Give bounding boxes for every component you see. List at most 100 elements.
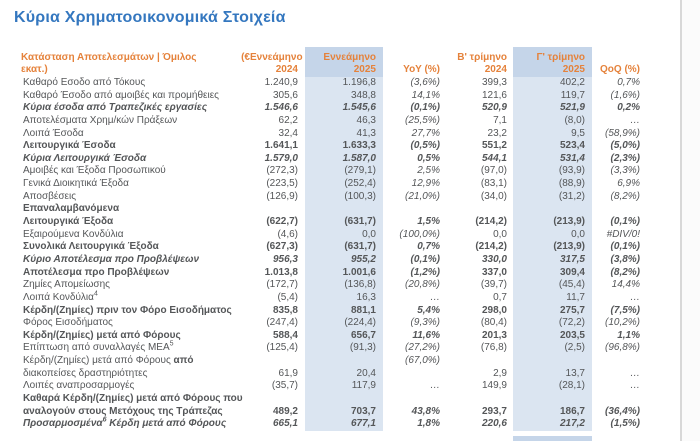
cell-9m-2024: 305,6 <box>272 89 298 101</box>
column-header-q3-2025: Γ' τρίμηνο 2025 <box>536 51 586 76</box>
cell-yoy: (1,2%) <box>410 266 440 278</box>
cell-9m-2025: 703,7 <box>350 405 376 417</box>
cell-q2-2024: 298,0 <box>481 304 507 316</box>
cell-9m-2025: 20,4 <box>356 367 376 379</box>
cell-q2-2024: (83,1) <box>480 178 507 190</box>
cell-qoq: #DIV/0! <box>606 228 640 240</box>
cell-q2-2024: 121,6 <box>481 89 507 101</box>
cell-9m-2025: 1.633,3 <box>342 140 376 152</box>
cell-q2-2024: (80,4) <box>480 317 507 329</box>
cell-9m-2024: 1.546,6 <box>264 102 298 114</box>
table-row: Κέρδη/(Ζημίες) πριν τον Φόρο Εισοδήματος… <box>0 305 660 318</box>
table-row: Αμοιβές και Έξοδα Προσωπικού (272,3) (27… <box>0 165 660 178</box>
footnote-superscript: 6 <box>102 417 107 424</box>
cell-q3-2025: 531,4 <box>559 152 585 164</box>
cell-yoy: (3,6%) <box>410 76 440 88</box>
cell-9m-2025: (631,7) <box>344 216 376 228</box>
cell-q2-2024: 201,3 <box>481 329 507 341</box>
header-currency-unit: εκατ.) <box>21 64 48 76</box>
cell-q2-2024: 2,9 <box>493 367 507 379</box>
cell-9m-2025: 348,8 <box>350 89 376 101</box>
table-row: Κύριο Αποτέλεσμα προ Προβλέψεων 956,3 95… <box>0 254 660 267</box>
cell-q2-2024: 544,1 <box>481 152 507 164</box>
cell-yoy: 0,5% <box>417 152 440 164</box>
cell-9m-2025: 0,0 <box>362 228 376 240</box>
row-label: Κύρια Λειτουργικά Έσοδα <box>23 152 147 164</box>
cell-yoy: 27,7% <box>411 127 440 139</box>
header-statement-label: Κατάσταση Αποτελεσμάτων | Όμιλος <box>21 51 197 63</box>
table-rows: Καθαρό Εσοδο από Τόκους 1.240,9 1.196,8 … <box>0 77 660 431</box>
cell-yoy: 14,1% <box>411 89 440 101</box>
header-currency-unit-open: (€ <box>241 51 250 63</box>
cell-9m-2025: (136,8) <box>344 279 376 291</box>
cell-9m-2024: (247,4) <box>266 317 298 329</box>
financial-table: Κατάσταση Αποτελεσμάτων | Όμιλος (€ εκατ… <box>0 44 660 431</box>
cell-9m-2025: (631,7) <box>344 241 376 253</box>
cell-q2-2024: 551,2 <box>481 140 507 152</box>
cell-qoq: (5,0%) <box>610 140 640 152</box>
table-row: Λειτουργικά Έσοδα 1.641,1 1.633,3 (0,5%)… <box>0 140 660 153</box>
cell-yoy: (100,0%) <box>399 228 440 240</box>
cell-qoq: 14,4% <box>611 279 640 291</box>
table-row: Αποτελέσματα Χρημ/κών Πράξεων 62,2 46,3 … <box>0 115 660 128</box>
cell-q2-2024: 520,9 <box>481 102 507 114</box>
row-label: Προσαρμοσμένα6 Κέρδη μετά από Φόρους <box>23 417 227 430</box>
cell-9m-2024: (172,7) <box>266 279 298 291</box>
cell-q3-2025: (45,4) <box>558 279 585 291</box>
cell-q3-2025: (28,1) <box>558 380 585 392</box>
page-edge-divider <box>680 0 682 441</box>
page-title: Κύρια Χρηματοοικονομικά Στοιχεία <box>14 9 286 26</box>
cell-qoq: (36,4%) <box>604 405 640 417</box>
cell-qoq: (3,8%) <box>610 253 640 265</box>
cell-9m-2024: (223,5) <box>266 178 298 190</box>
cell-q3-2025: 217,2 <box>559 418 585 430</box>
table-row: Κύρια έσοδα από Τραπεζικές εργασίες 1.54… <box>0 102 660 115</box>
cell-9m-2024: (35,7) <box>271 380 298 392</box>
highlight-band-9m-2025 <box>305 47 383 431</box>
table-row: Καθαρό Εσοδο από Τόκους 1.240,9 1.196,8 … <box>0 77 660 90</box>
table-row: Γενικά Διοικητικά Έξοδα (223,5) (252,4) … <box>0 178 660 191</box>
page-right-margin <box>682 0 700 441</box>
cell-q2-2024: 399,3 <box>481 76 507 88</box>
highlight-band-q3-2025 <box>513 47 592 431</box>
cell-yoy: 0,7% <box>417 241 440 253</box>
row-label: Κέρδη/(Ζημίες) πριν τον Φόρο Εισοδήματος <box>23 304 232 316</box>
table-row: Αποτέλεσμα προ Προβλέψεων 1.013,8 1.001,… <box>0 267 660 280</box>
table-row: Κύρια Λειτουργικά Έσοδα 1.579,0 1.587,0 … <box>0 153 660 166</box>
cell-yoy: 1,8% <box>417 418 440 430</box>
cell-yoy: … <box>430 380 440 392</box>
cell-9m-2025: 16,3 <box>356 291 376 303</box>
cell-yoy: 1,5% <box>417 216 440 228</box>
cell-yoy: (0,1%) <box>410 253 440 265</box>
cell-yoy: (67,0%) <box>404 355 440 367</box>
cell-9m-2025: 656,7 <box>350 329 376 341</box>
row-label: Κέρδη/(Ζημίες) μετά από Φόρους <box>23 329 181 341</box>
cell-q2-2024: 0,0 <box>493 228 507 240</box>
row-label: Κύρια έσοδα από Τραπεζικές εργασίες <box>23 102 208 114</box>
column-header-q2-2024: Β' τρίμηνο 2024 <box>457 51 507 76</box>
cell-qoq: (0,1%) <box>610 241 640 253</box>
table-row: Προσαρμοσμένα6 Κέρδη μετά από Φόρους 665… <box>0 417 660 431</box>
cell-q3-2025: 119,7 <box>560 89 585 101</box>
cell-q3-2025: 9,5 <box>571 127 585 139</box>
column-header-9m-2024: Εννεάμηνο 2024 <box>250 51 303 76</box>
cell-9m-2025: (279,1) <box>344 165 376 177</box>
cell-q3-2025: (93,9) <box>558 165 585 177</box>
highlight-band-bottom-fragment <box>513 436 592 441</box>
cell-9m-2025: 1.587,0 <box>342 152 376 164</box>
cell-q2-2024: 7,1 <box>493 114 507 126</box>
table-row: Καθαρό Έσοδο από αμοιβές και προμήθειες … <box>0 90 660 103</box>
row-label: Λοιπές αναπροσαρμογές <box>23 380 135 392</box>
cell-q3-2025: 11,7 <box>566 291 585 303</box>
cell-yoy: 12,9% <box>411 178 440 190</box>
cell-q2-2024: 0,7 <box>493 291 507 303</box>
cell-yoy: (0,5%) <box>410 140 440 152</box>
cell-qoq: 6,9% <box>617 178 640 190</box>
cell-q3-2025: 402,2 <box>559 76 585 88</box>
row-label: Αμοιβές και Έξοδα Προσωπικού <box>23 165 166 177</box>
footnote-superscript: 5 <box>169 341 174 349</box>
cell-yoy: (9,3%) <box>410 317 440 329</box>
cell-q2-2024: (97,0) <box>480 165 507 177</box>
cell-qoq: (7,5%) <box>610 304 640 316</box>
